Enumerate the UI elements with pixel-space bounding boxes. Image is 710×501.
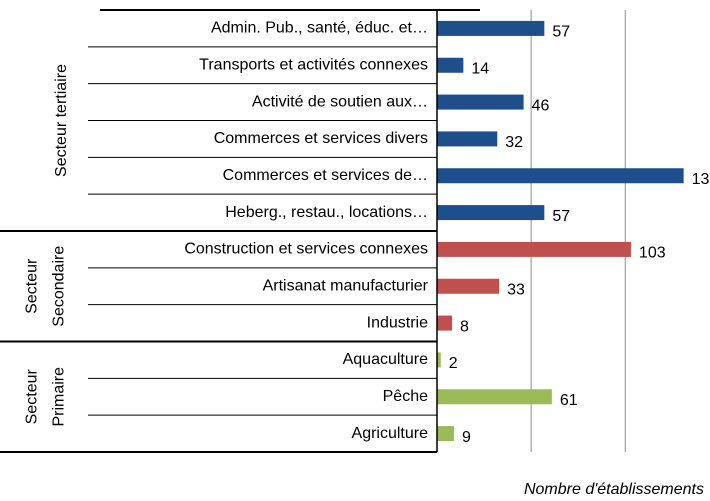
value-label: 103	[639, 245, 666, 262]
group-label: Secteur Primaire	[24, 367, 68, 427]
value-label: 2	[449, 355, 458, 372]
value-label: 33	[507, 281, 525, 298]
bar	[437, 20, 545, 36]
value-label: 8	[460, 318, 469, 335]
bar	[437, 352, 441, 368]
bar	[437, 315, 453, 331]
category-label: Construction et services connexes	[184, 241, 428, 258]
category-label: Agriculture	[352, 425, 429, 442]
category-label: Commerces et services divers	[214, 130, 428, 147]
bar	[437, 241, 631, 257]
x-axis-label: Nombre d'établissements	[524, 481, 704, 498]
category-label: Artisanat manufacturier	[263, 277, 429, 294]
category-label: Transports et activités connexes	[199, 56, 428, 73]
category-label: Heberg., restau., locations…	[225, 204, 428, 221]
bar	[437, 94, 524, 110]
bar	[437, 426, 454, 442]
value-label: 57	[552, 24, 570, 41]
group-label: Secteur Secondaire	[24, 246, 68, 327]
group-label: Secteur tertiaire	[53, 64, 70, 177]
bar	[437, 205, 545, 221]
value-label: 46	[532, 97, 550, 114]
category-label: Industrie	[367, 314, 428, 331]
category-label: Pêche	[383, 388, 428, 405]
category-label: Admin. Pub., santé, éduc. et…	[211, 20, 428, 37]
category-label: Aquaculture	[343, 351, 428, 368]
category-label: Commerces et services de…	[223, 167, 428, 184]
bar	[437, 131, 498, 147]
value-label: 14	[471, 60, 489, 77]
value-label: 9	[462, 429, 471, 446]
value-label: 57	[552, 208, 570, 225]
value-label: 61	[560, 392, 578, 409]
bar	[437, 389, 552, 405]
value-label: 32	[505, 134, 523, 151]
bar	[437, 57, 464, 73]
category-label: Activité de soutien aux…	[252, 93, 428, 110]
value-label: 131	[692, 171, 710, 188]
bar	[437, 278, 500, 294]
bar	[437, 168, 684, 184]
